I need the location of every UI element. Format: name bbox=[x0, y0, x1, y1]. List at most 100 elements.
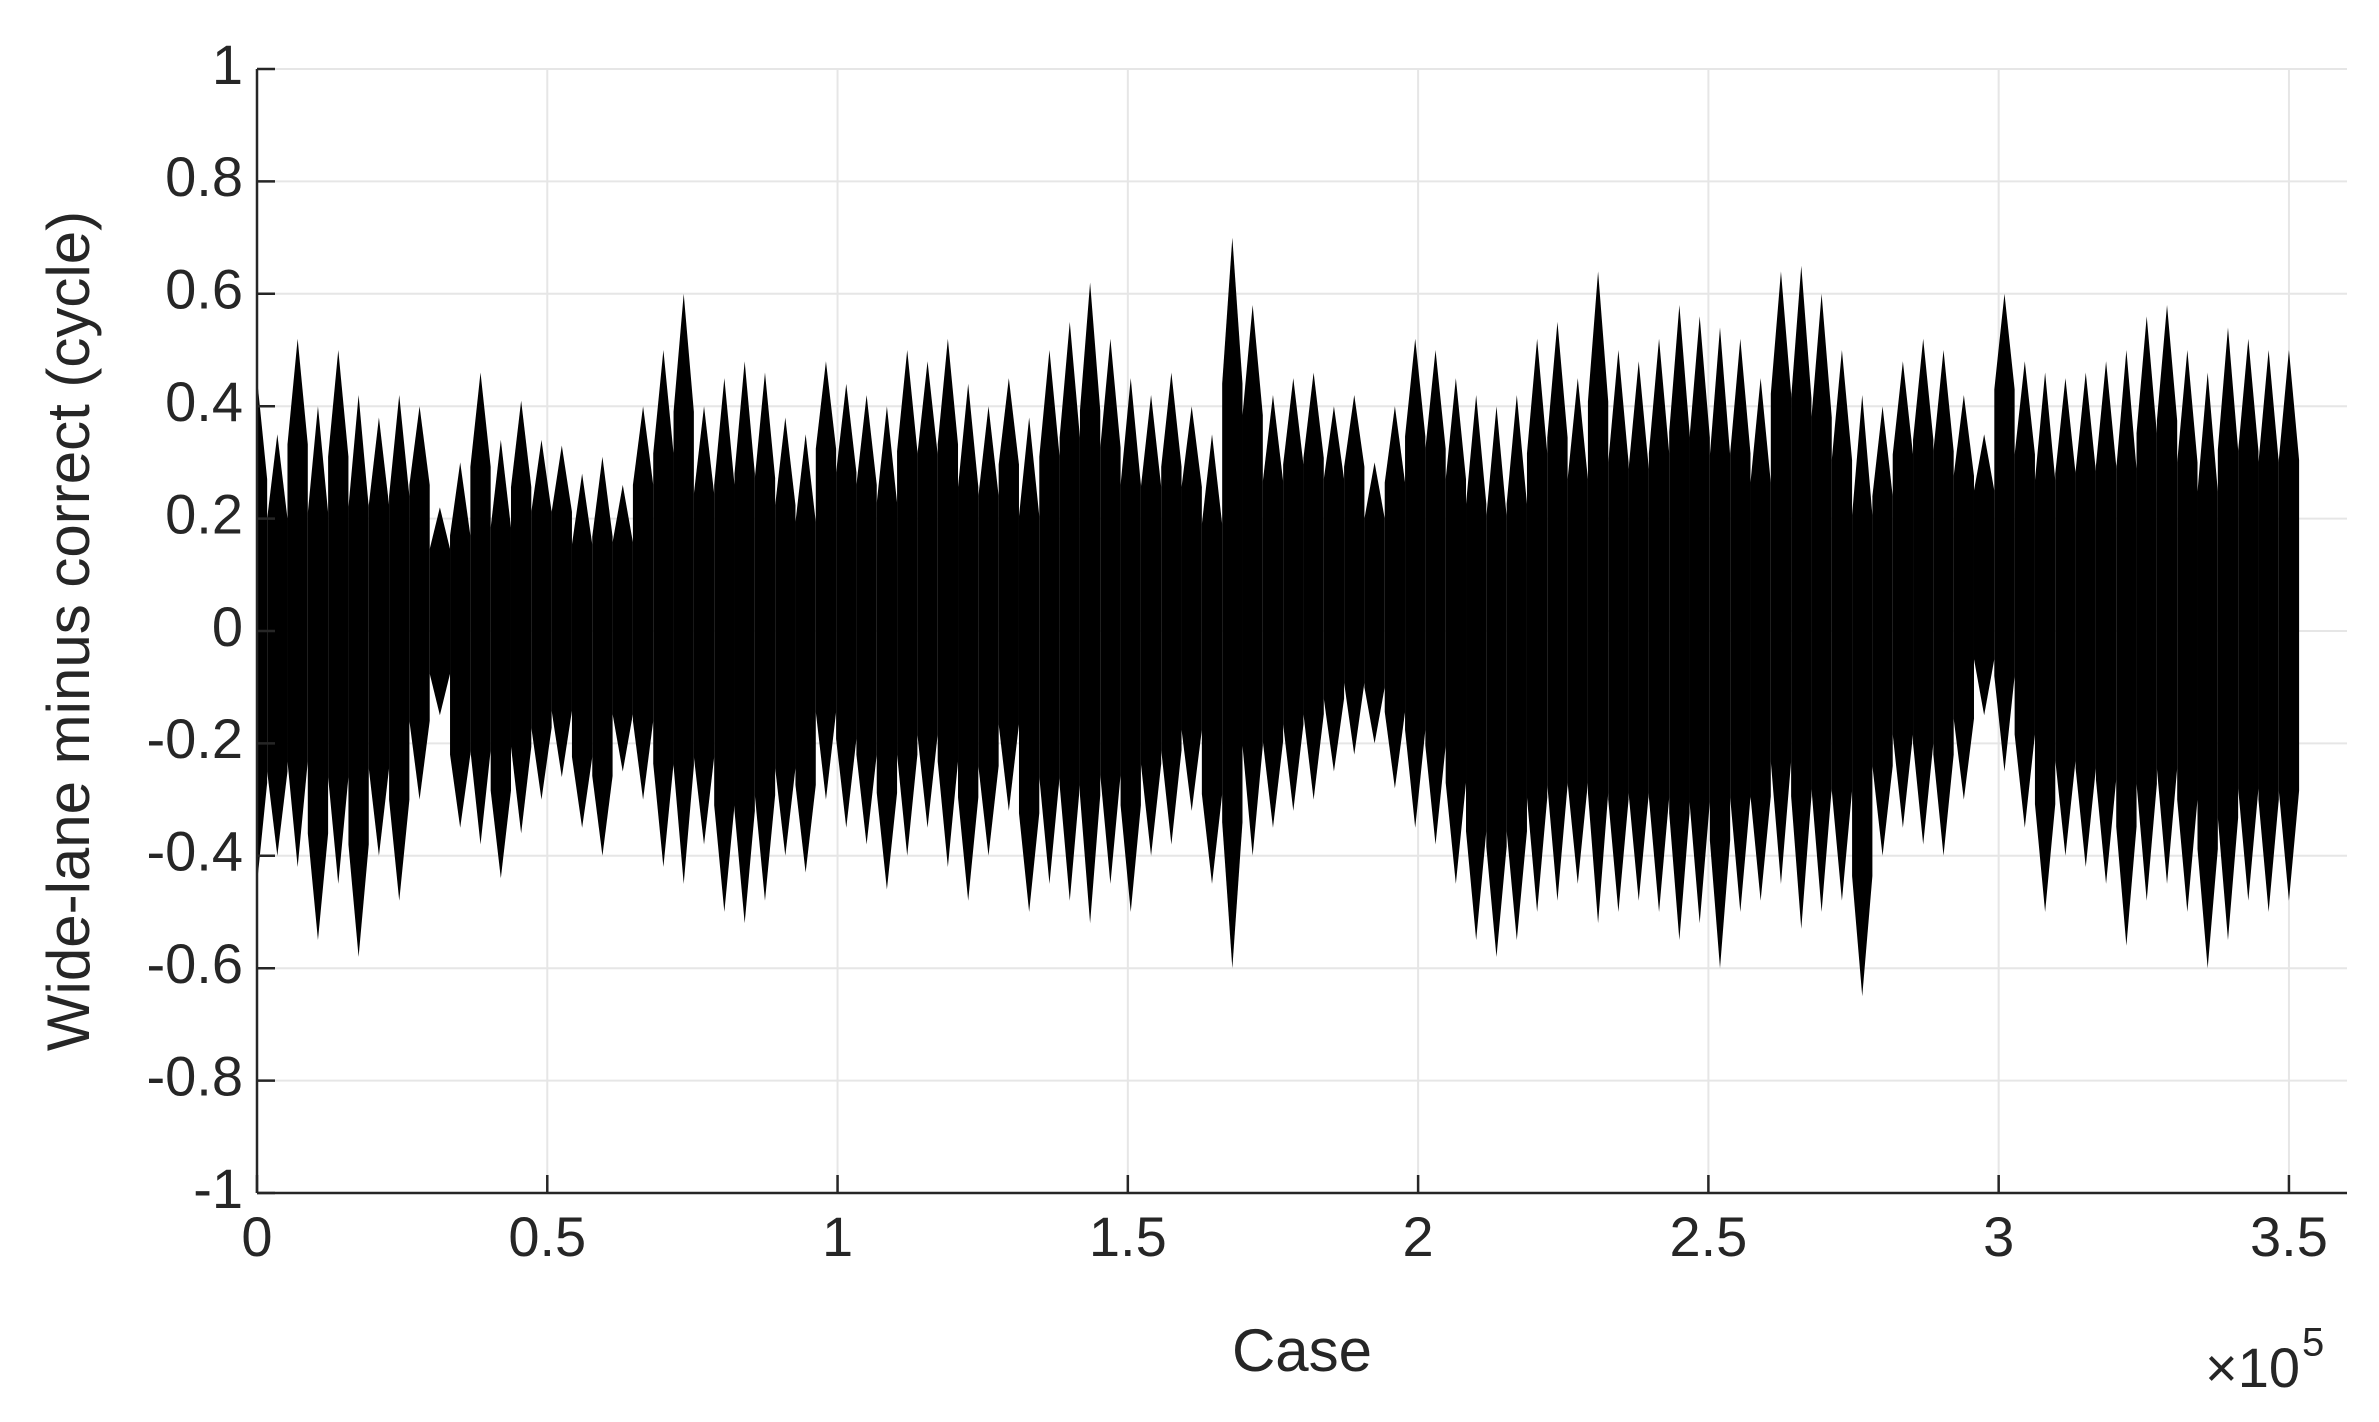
x-tick-label: 0 bbox=[241, 1205, 272, 1268]
point-cloud bbox=[1425, 350, 1446, 845]
point-cloud bbox=[2136, 316, 2157, 901]
point-cloud bbox=[1242, 305, 1263, 856]
point-cloud bbox=[1100, 338, 1121, 884]
y-tick-label: -0.4 bbox=[147, 820, 244, 883]
point-cloud bbox=[2177, 350, 2198, 912]
point-cloud bbox=[429, 507, 451, 716]
point-cloud bbox=[673, 293, 694, 884]
data-points bbox=[257, 237, 2300, 997]
point-cloud bbox=[2197, 372, 2218, 969]
point-cloud bbox=[1689, 316, 1710, 924]
point-cloud bbox=[2258, 350, 2279, 912]
point-cloud bbox=[754, 372, 776, 901]
point-cloud bbox=[1303, 372, 1324, 800]
point-cloud bbox=[1506, 394, 1527, 941]
point-cloud bbox=[856, 394, 877, 845]
point-cloud bbox=[876, 406, 898, 890]
point-cloud bbox=[1526, 338, 1548, 912]
point-cloud bbox=[958, 383, 979, 901]
point-cloud bbox=[1222, 237, 1243, 969]
y-tick-label: 0 bbox=[212, 595, 243, 658]
point-cloud bbox=[1669, 305, 1690, 941]
point-cloud bbox=[1161, 372, 1182, 845]
point-cloud bbox=[1933, 350, 1954, 856]
point-cloud bbox=[1140, 394, 1162, 856]
y-tick-label: 0.2 bbox=[165, 482, 243, 545]
point-cloud bbox=[1405, 338, 1426, 828]
point-cloud bbox=[693, 406, 715, 845]
y-axis-label: Wide-lane minus correct (cycle) bbox=[35, 211, 102, 1051]
point-cloud bbox=[1323, 406, 1345, 772]
x-tick-label: 0.5 bbox=[508, 1205, 586, 1268]
point-cloud bbox=[1567, 378, 1588, 884]
point-cloud bbox=[1059, 321, 1080, 901]
y-tick-label: 1 bbox=[212, 33, 243, 96]
point-cloud bbox=[551, 445, 572, 778]
point-cloud bbox=[1445, 378, 1467, 884]
x-multiplier-exponent: 5 bbox=[2302, 1321, 2324, 1365]
point-cloud bbox=[368, 417, 390, 856]
point-cloud bbox=[1709, 327, 1731, 969]
point-cloud bbox=[1648, 338, 1670, 912]
point-cloud bbox=[1364, 462, 1385, 744]
point-cloud bbox=[998, 378, 1019, 811]
point-cloud bbox=[836, 383, 857, 828]
point-cloud bbox=[2034, 372, 2056, 913]
point-cloud bbox=[267, 434, 288, 856]
x-axis-label: Case bbox=[1232, 1317, 1372, 1384]
point-cloud bbox=[307, 406, 329, 941]
y-tick-label: 0.6 bbox=[165, 258, 243, 321]
point-cloud bbox=[1466, 394, 1487, 941]
point-cloud bbox=[592, 456, 613, 856]
point-cloud bbox=[815, 361, 837, 800]
point-cloud bbox=[795, 434, 816, 873]
point-cloud bbox=[1953, 394, 1974, 800]
point-cloud bbox=[653, 350, 674, 868]
y-tick-label: 0.4 bbox=[165, 370, 243, 433]
point-cloud bbox=[1770, 271, 1792, 884]
point-cloud bbox=[1811, 293, 1832, 912]
x-tick-label: 3.5 bbox=[2250, 1205, 2328, 1268]
x-tick-label: 2 bbox=[1403, 1205, 1434, 1268]
point-cloud bbox=[490, 439, 511, 879]
x-tick-label: 3 bbox=[1983, 1205, 2014, 1268]
point-cloud bbox=[2095, 361, 2117, 884]
point-cloud bbox=[348, 394, 369, 957]
point-cloud bbox=[531, 439, 552, 800]
point-cloud bbox=[897, 350, 918, 856]
axes: 10.80.60.40.20-0.2-0.4-0.6-0.8-10 0.5 1 1.5… bbox=[147, 33, 2347, 1268]
point-cloud bbox=[287, 338, 308, 868]
point-cloud bbox=[470, 372, 491, 845]
y-tick-label: -1 bbox=[193, 1157, 243, 1220]
point-cloud bbox=[1994, 293, 2015, 772]
point-cloud bbox=[571, 473, 593, 828]
point-cloud bbox=[409, 406, 430, 800]
y-tick-label: -0.8 bbox=[147, 1044, 244, 1107]
point-cloud bbox=[1730, 338, 1751, 912]
point-cloud bbox=[510, 400, 532, 834]
point-cloud bbox=[1039, 350, 1060, 884]
point-cloud bbox=[917, 361, 938, 828]
point-cloud bbox=[1750, 378, 1771, 901]
point-cloud bbox=[1547, 321, 1568, 901]
point-cloud bbox=[1344, 394, 1365, 755]
point-cloud bbox=[1973, 434, 1995, 716]
point-cloud bbox=[1486, 406, 1507, 957]
point-cloud bbox=[2116, 350, 2137, 946]
point-cloud bbox=[1201, 434, 1223, 884]
point-cloud bbox=[1852, 394, 1873, 997]
point-cloud bbox=[1384, 406, 1406, 789]
point-cloud bbox=[978, 406, 999, 856]
point-cloud bbox=[1608, 350, 1629, 912]
point-cloud bbox=[2238, 338, 2259, 901]
point-cloud bbox=[1587, 271, 1609, 924]
point-cloud bbox=[2156, 305, 2178, 884]
point-cloud bbox=[1892, 361, 1914, 828]
x-multiplier: ×10 bbox=[2205, 1336, 2300, 1399]
point-cloud bbox=[1791, 265, 1812, 929]
point-cloud bbox=[2055, 378, 2076, 856]
point-cloud bbox=[1628, 361, 1649, 901]
point-cloud bbox=[632, 406, 654, 800]
point-cloud bbox=[1181, 406, 1202, 811]
